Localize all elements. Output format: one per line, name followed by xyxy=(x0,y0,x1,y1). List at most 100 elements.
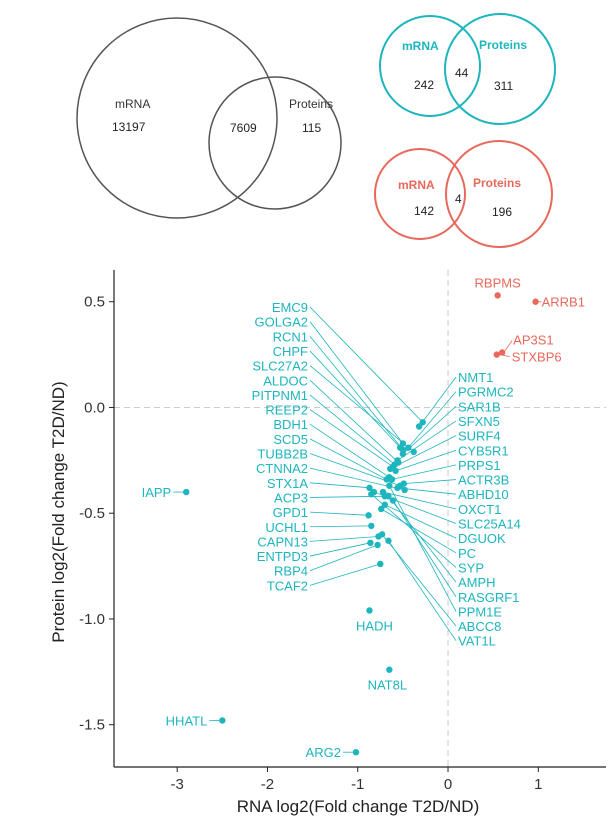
point-label: AMPH xyxy=(458,575,496,590)
data-point xyxy=(378,505,385,513)
x-tick-label: 0 xyxy=(444,776,452,793)
point-label: DGUOK xyxy=(458,531,506,546)
x-tick-label: -1 xyxy=(351,776,364,793)
point-label: NAT8L xyxy=(368,678,408,693)
data-point xyxy=(219,717,226,724)
label-connector xyxy=(309,379,399,463)
point-label: EMC9 xyxy=(272,300,308,315)
data-point xyxy=(399,450,407,458)
point-label: ACP3 xyxy=(274,490,308,505)
data-point xyxy=(379,488,387,496)
point-label: CHPF xyxy=(273,344,308,359)
point-label: SLC27A2 xyxy=(252,359,308,374)
data-point xyxy=(394,457,401,464)
venn-down-proteins-count: 196 xyxy=(492,205,512,219)
x-tick-label: 1 xyxy=(534,776,542,793)
label-connector xyxy=(309,525,372,528)
venn-down-overlap-count: 4 xyxy=(455,192,462,206)
point-label: ENTPD3 xyxy=(257,549,308,564)
label-connector xyxy=(504,340,513,351)
point-label: PGRMC2 xyxy=(458,385,514,400)
data-point xyxy=(381,501,389,508)
point-label: PITPNM1 xyxy=(252,388,308,403)
data-point xyxy=(532,298,539,305)
label-connector xyxy=(309,306,424,423)
point-label: SLC25A14 xyxy=(458,517,521,532)
point-label: BDH1 xyxy=(273,417,308,432)
label-connector xyxy=(309,336,404,451)
data-point xyxy=(388,476,396,483)
data-point xyxy=(352,748,360,756)
label-connector xyxy=(382,491,457,510)
point-label: ABCC8 xyxy=(458,619,501,634)
venn-total: mRNA 13197 7609 Proteins 115 xyxy=(76,17,342,219)
point-label: AP3S1 xyxy=(513,332,553,347)
point-label: NMT1 xyxy=(458,370,493,385)
label-connector xyxy=(381,508,457,554)
label-connector xyxy=(388,485,457,612)
point-label: UCHL1 xyxy=(265,520,308,535)
point-label: GOLGA2 xyxy=(255,315,308,330)
label-connectors xyxy=(173,301,542,753)
data-point xyxy=(183,488,190,496)
data-point xyxy=(493,351,500,358)
x-tick-label: -3 xyxy=(171,776,184,793)
venn-total-mrna-circle xyxy=(76,17,278,219)
y-tick-label: -1.0 xyxy=(79,611,105,628)
venn-up-mrna-count: 242 xyxy=(414,78,434,92)
venn-total-overlap-count: 7609 xyxy=(230,121,257,135)
data-point xyxy=(377,560,384,568)
data-point xyxy=(410,448,417,456)
venn-down-proteins-circle xyxy=(445,140,553,248)
point-label: ARRB1 xyxy=(542,295,585,310)
point-label: TUBB2B xyxy=(257,447,308,462)
data-points xyxy=(183,292,539,756)
point-label: PRPS1 xyxy=(458,458,501,473)
label-connector xyxy=(403,479,457,485)
label-connector xyxy=(309,321,404,444)
y-axis-label: Protein log2(Fold change T2D/ND) xyxy=(49,381,68,642)
venn-total-proteins-label: Proteins xyxy=(289,97,333,111)
point-label: CYB5R1 xyxy=(458,443,509,458)
data-point xyxy=(366,607,373,614)
point-label: ABHD10 xyxy=(458,487,509,502)
point-label: IAPP xyxy=(142,485,172,500)
venn-up-mrna-circle xyxy=(379,15,481,117)
data-point xyxy=(401,486,408,494)
data-point xyxy=(405,444,412,451)
venn-total-proteins-count: 115 xyxy=(302,121,321,135)
data-point xyxy=(419,419,426,426)
label-connector xyxy=(309,542,371,557)
venn-up-overlap-count: 44 xyxy=(455,66,469,80)
point-label: TCAF2 xyxy=(267,578,308,593)
venn-down: mRNA 142 4 Proteins 196 xyxy=(374,140,553,248)
data-point xyxy=(394,484,401,492)
label-connector xyxy=(402,406,457,455)
data-point xyxy=(386,482,393,489)
label-connector xyxy=(418,376,457,427)
venn-down-proteins-label: Proteins xyxy=(473,176,521,190)
point-label: SURF4 xyxy=(458,429,501,444)
label-connector xyxy=(309,394,396,465)
label-connector xyxy=(392,500,457,597)
y-tick-label: -1.5 xyxy=(79,717,105,734)
data-point xyxy=(366,484,373,492)
label-connector xyxy=(397,420,457,461)
data-point xyxy=(392,467,399,475)
point-label: CAPN13 xyxy=(257,534,308,549)
venn-up: mRNA 242 44 Proteins 311 xyxy=(379,13,556,125)
data-point xyxy=(368,490,375,498)
data-point xyxy=(367,539,374,547)
label-connector xyxy=(309,544,378,572)
label-connector xyxy=(309,350,401,448)
point-label: OXCT1 xyxy=(458,502,501,517)
venn-up-proteins-count: 311 xyxy=(494,79,513,93)
label-connector xyxy=(407,391,457,448)
point-label: REEP2 xyxy=(265,403,308,418)
data-point xyxy=(368,522,375,530)
point-label: RBP4 xyxy=(274,564,308,579)
venn-down-mrna-label: mRNA xyxy=(398,178,435,192)
label-connector xyxy=(309,482,370,489)
label-connector xyxy=(309,438,387,480)
x-tick-label: -2 xyxy=(261,776,274,793)
